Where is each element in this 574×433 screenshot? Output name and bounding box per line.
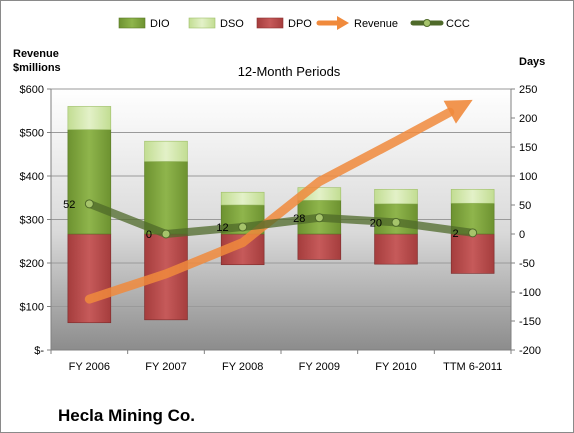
legend-label-dio: DIO: [150, 18, 170, 30]
legend-marker-icon: [423, 19, 431, 27]
category-label: TTM 6-2011: [443, 361, 502, 373]
right-tick-label: -200: [519, 345, 541, 357]
category-label: FY 2007: [145, 361, 186, 373]
left-tick-label: $400: [20, 171, 44, 183]
legend: DIO DSO DPO Revenue CCC: [118, 16, 470, 30]
bar-dso: [220, 191, 265, 206]
ccc-marker: [314, 213, 324, 223]
category-label: FY 2008: [222, 361, 263, 373]
left-tick-labels: $- $100 $200 $300 $400 $500 $600: [20, 84, 45, 357]
ccc-data-label: 28: [293, 213, 305, 225]
chart-title: 12-Month Periods: [238, 64, 341, 79]
right-tick-label: -100: [519, 287, 541, 299]
right-tick-label: 200: [519, 113, 537, 125]
right-tick-label: -150: [519, 316, 541, 328]
axes: [47, 88, 515, 354]
bar-dso: [450, 189, 495, 204]
bar-dso: [144, 140, 188, 162]
legend-item-dso: DSO: [188, 17, 244, 30]
ccc-marker: [391, 217, 401, 227]
legend-item-ccc: CCC: [410, 18, 470, 30]
legend-label-dpo: DPO: [288, 18, 312, 30]
right-axis-label: Days: [519, 56, 545, 68]
right-tick-label: -50: [519, 258, 535, 270]
revenue-arrowhead: [443, 99, 473, 124]
bar-dpo: [67, 233, 112, 324]
ccc-marker: [161, 229, 171, 239]
bar-dso: [374, 189, 418, 205]
legend-item-dio: DIO: [118, 17, 170, 30]
legend-item-dpo: DPO: [256, 17, 312, 30]
left-axis-label-line2: $millions: [13, 62, 61, 74]
right-tick-label: 250: [519, 84, 537, 96]
left-tick-label: $-: [34, 345, 44, 357]
category-label: FY 2006: [69, 361, 110, 373]
ccc-marker: [238, 222, 248, 232]
ccc-data-label: 20: [370, 217, 382, 229]
category-labels: FY 2006 FY 2007 FY 2008 FY 2009 FY 2010 TTM 6…: [69, 361, 503, 373]
legend-label-dso: DSO: [220, 18, 244, 30]
right-tick-label: 50: [519, 200, 531, 212]
legend-item-revenue: Revenue: [316, 16, 398, 30]
ccc-series: 52 0 12 28 20 2: [63, 199, 478, 241]
bar-dio: [144, 161, 188, 235]
ccc-marker: [468, 228, 478, 238]
bar-dio: [67, 129, 112, 235]
right-tick-label: 0: [519, 229, 525, 241]
ccc-data-label: 0: [146, 229, 152, 241]
gridlines: [51, 88, 511, 307]
bar-dso: [67, 106, 112, 130]
left-axis-label-line1: Revenue: [13, 48, 59, 60]
left-tick-label: $300: [20, 215, 44, 227]
left-tick-label: $200: [20, 258, 44, 270]
legend-label-revenue: Revenue: [354, 18, 398, 30]
revenue-line: [84, 107, 455, 304]
category-label: FY 2010: [375, 361, 416, 373]
bar-dpo: [374, 233, 418, 265]
bar-dpo: [450, 233, 495, 274]
ccc-marker: [84, 199, 94, 209]
left-tick-label: $500: [20, 128, 44, 140]
bar-dpo: [297, 233, 342, 260]
left-tick-label: $100: [20, 302, 44, 314]
right-tick-label: 100: [519, 171, 537, 183]
legend-label-ccc: CCC: [446, 18, 470, 30]
ccc-data-label: 52: [63, 199, 75, 211]
right-tick-label: 150: [519, 142, 537, 154]
ccc-line: [85, 199, 477, 238]
right-tick-labels: -200 -150 -100 -50 0 50 100 150 200 250: [519, 84, 541, 357]
ccc-data-label: 2: [453, 228, 459, 240]
revenue-series: [84, 99, 473, 304]
ccc-data-label: 12: [216, 222, 228, 234]
category-label: FY 2009: [299, 361, 340, 373]
left-tick-label: $600: [20, 84, 44, 96]
company-name: Hecla Mining Co.: [58, 406, 195, 425]
